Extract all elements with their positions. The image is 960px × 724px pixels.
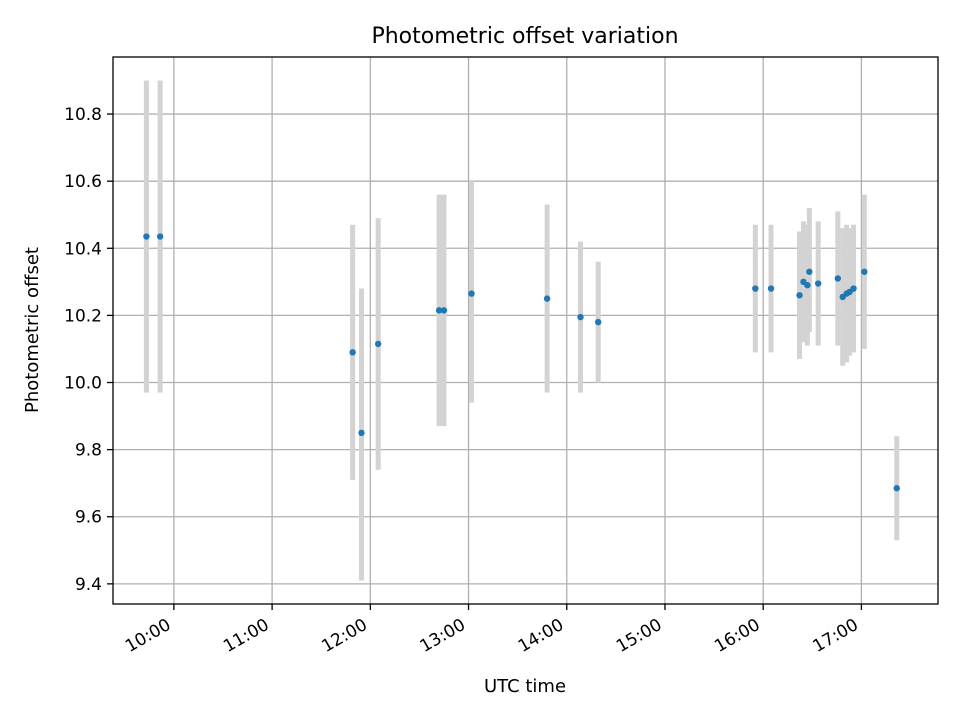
data-point (796, 292, 803, 299)
plot-frame (112, 56, 939, 605)
data-point (806, 268, 813, 275)
y-tick-label: 10.6 (64, 172, 102, 192)
data-point (594, 318, 602, 326)
data-point (349, 349, 356, 356)
y-axis-label: Photometric offset (22, 247, 43, 413)
y-tick-label: 9.4 (75, 575, 102, 595)
data-point (861, 268, 868, 275)
y-tick-label: 9.8 (75, 441, 102, 461)
data-point (374, 340, 382, 348)
grid-lines (113, 57, 938, 604)
data-point (143, 233, 150, 240)
data-point (767, 285, 775, 292)
data-point (752, 285, 759, 292)
data-point (850, 285, 857, 292)
x-axis-label: UTC time (484, 676, 566, 697)
data-point (543, 295, 551, 302)
data-point (577, 313, 584, 321)
y-tick-label: 10.4 (64, 239, 102, 259)
data-point (468, 290, 475, 297)
data-points (143, 233, 900, 492)
chart-title: Photometric offset variation (371, 24, 678, 49)
y-tick-label: 10.0 (64, 374, 102, 394)
data-point (804, 281, 811, 289)
data-point (435, 307, 443, 314)
data-point (814, 280, 822, 287)
y-tick-label: 9.6 (75, 508, 102, 528)
data-point (440, 307, 448, 314)
y-axis-ticks: 9.4 9.6 9.8 10.0 10.2 10.4 10.6 10.8 (64, 105, 113, 595)
data-point (358, 429, 365, 437)
data-point (834, 275, 842, 282)
y-tick-label: 10.2 (64, 306, 102, 326)
data-point (156, 233, 164, 240)
y-tick-label: 10.8 (64, 105, 102, 125)
data-point (893, 485, 900, 492)
